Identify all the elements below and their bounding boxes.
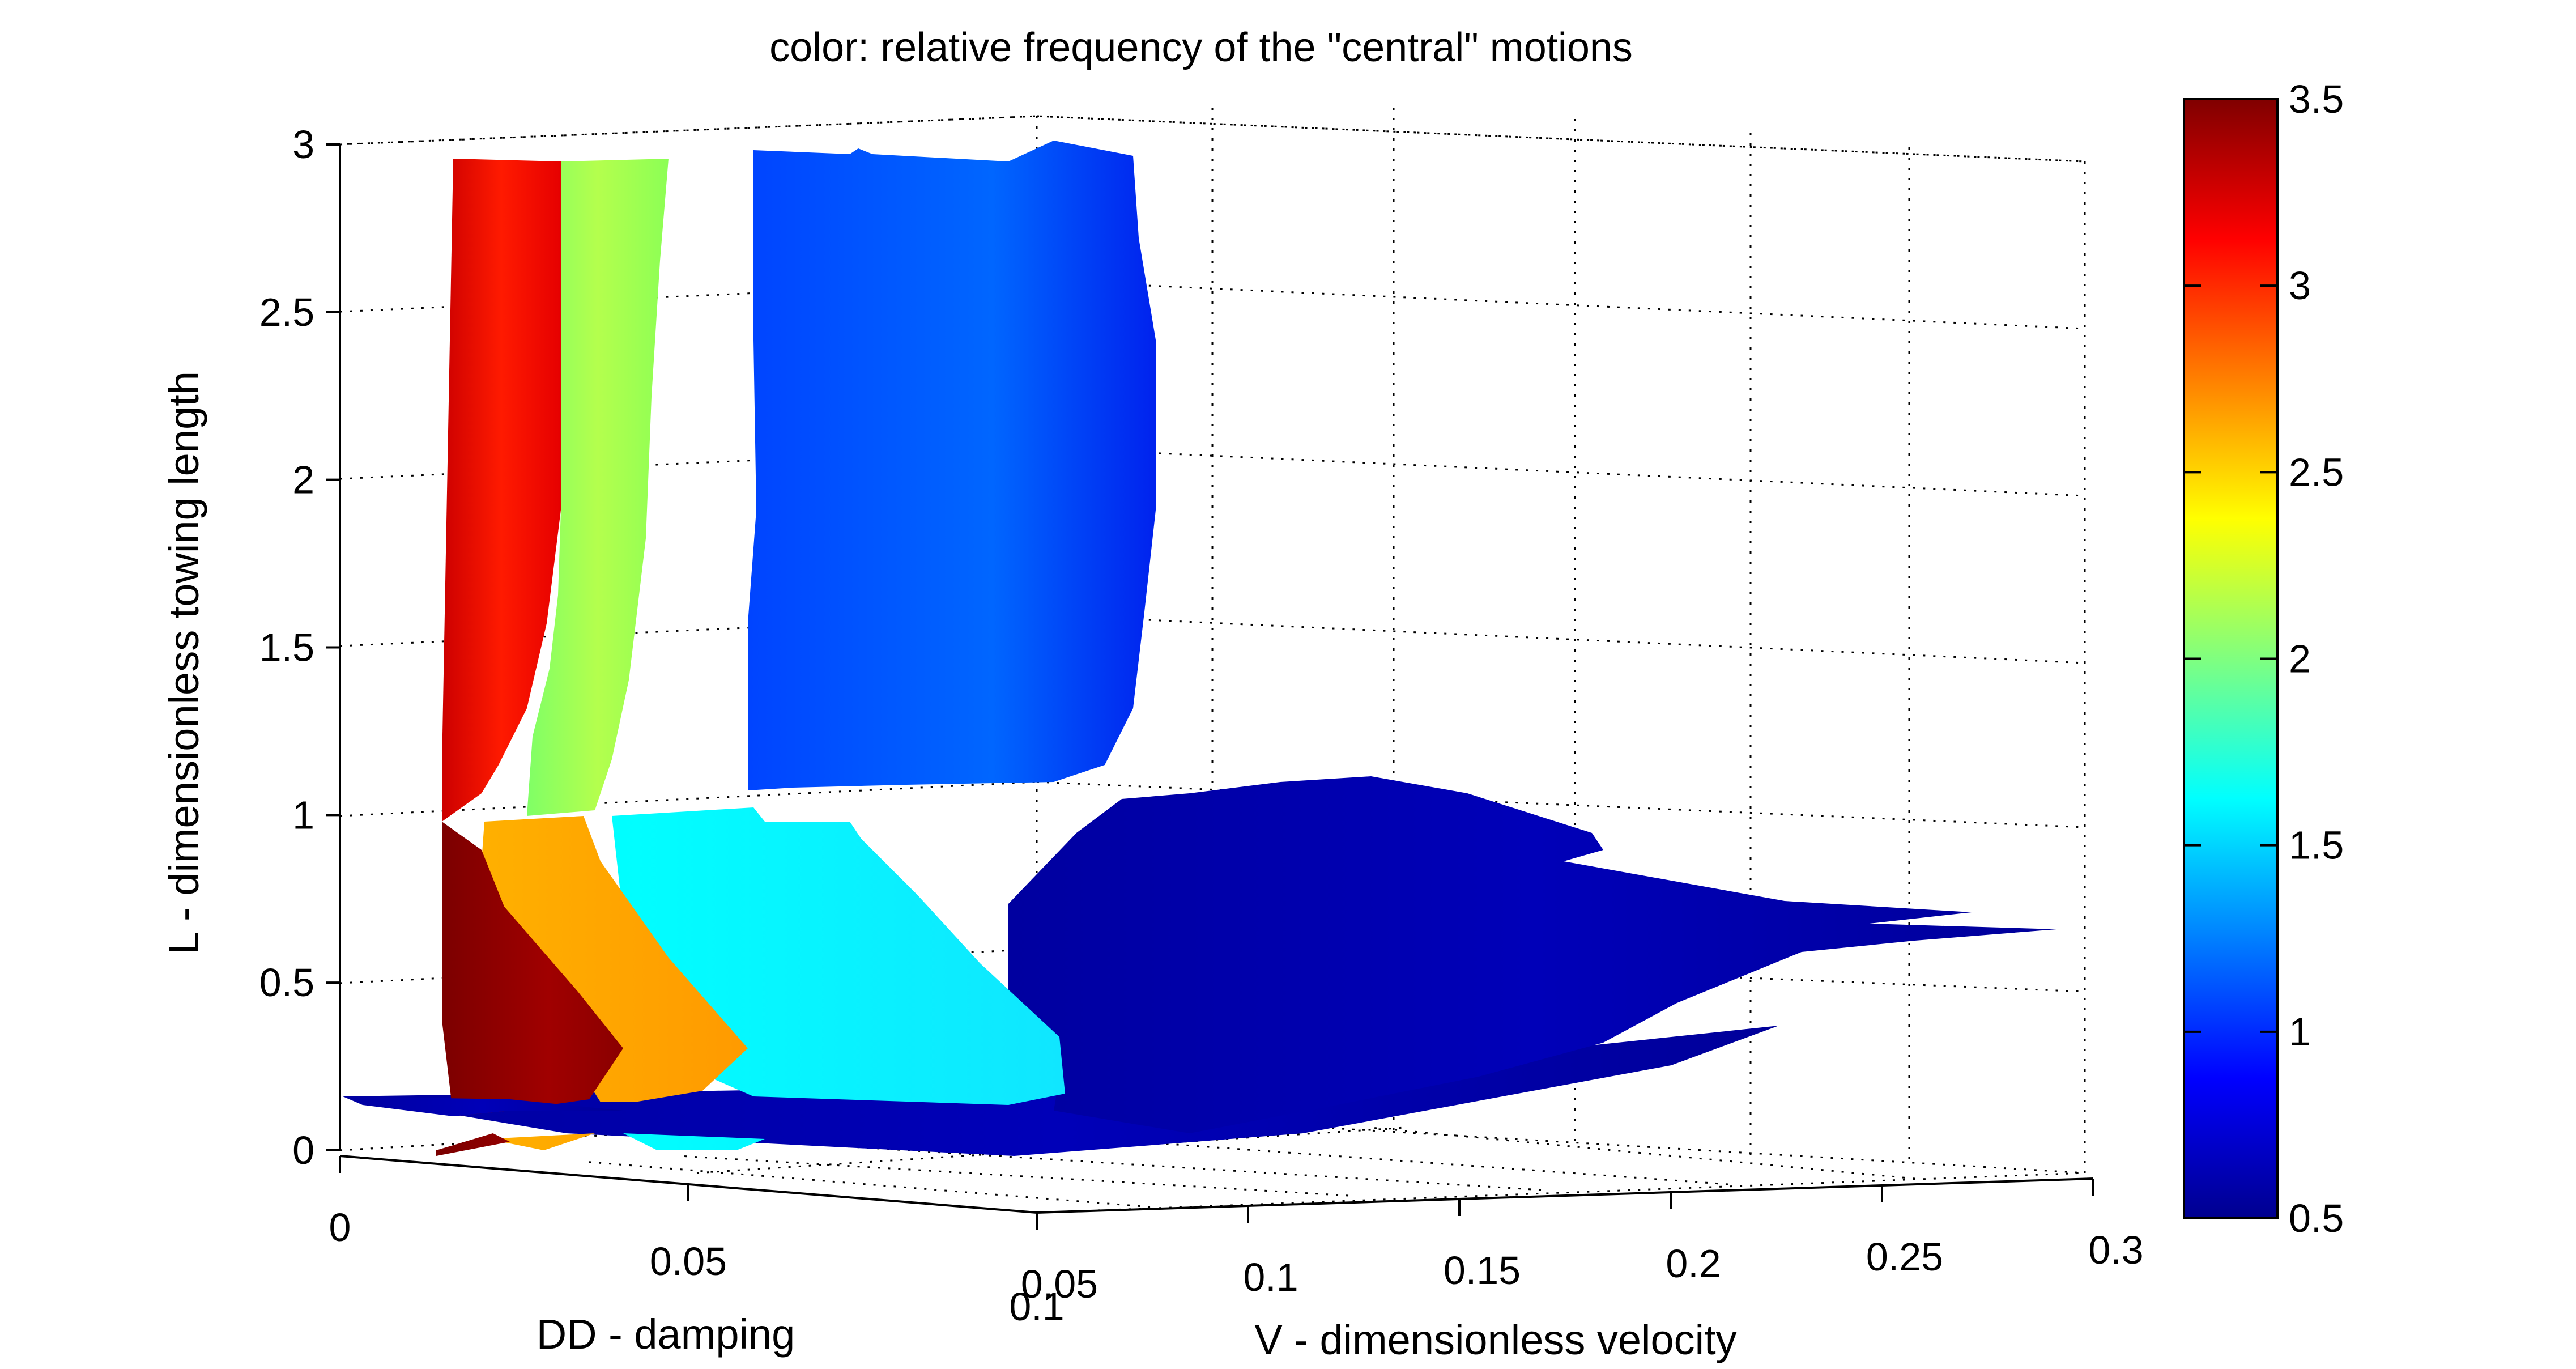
z-tick-label: 0 — [292, 1128, 314, 1172]
z-tick-label: 3 — [292, 122, 314, 167]
colorbar-tick-label: 0.5 — [2289, 1196, 2344, 1240]
surface-blue-sheet — [748, 141, 1156, 790]
chart-title: color: relative frequency of the "centra… — [769, 25, 1633, 70]
y-tick-marks — [1036, 1179, 2094, 1230]
z-axis-label: L - dimensionless towing length — [160, 371, 207, 955]
z-tick-labels: 0 0.5 1 1.5 2 2.5 3 — [259, 122, 314, 1172]
z-tick-marks — [326, 143, 340, 1151]
x-tick-label: 0.1 — [1009, 1285, 1064, 1329]
surface-navy-sheet — [1008, 776, 2056, 1133]
y-axis-label: V - dimensionless velocity — [1254, 1316, 1736, 1363]
y-tick-label: 0.05 — [1021, 1262, 1098, 1306]
colorbar-tick-labels: 0.5 1 1.5 2 2.5 3 3.5 — [2289, 77, 2344, 1240]
y-tick-label: 0.15 — [1444, 1248, 1521, 1293]
surfaces — [343, 141, 2056, 1156]
x-tick-labels: 0 0.05 0.1 — [329, 1205, 1065, 1329]
colorbar-tick-label: 1.5 — [2289, 823, 2344, 868]
y-tick-labels: 0.05 0.1 0.15 0.2 0.25 0.3 — [1021, 1228, 2144, 1306]
z-tick-label: 0.5 — [259, 960, 314, 1005]
surface-red-sheet — [442, 159, 561, 822]
colorbar-ticks — [2184, 98, 2277, 1219]
x-tick-marks — [339, 1156, 1038, 1230]
y-tick-label: 0.3 — [2088, 1228, 2143, 1272]
left-wall-horizontal-grid — [339, 115, 1037, 1151]
colorbar-tick-label: 3.5 — [2289, 77, 2344, 121]
x-axis-label: DD - damping — [537, 1311, 795, 1358]
z-tick-label: 2 — [292, 458, 314, 502]
back-wall-vertical-grid — [1036, 108, 2086, 1173]
z-tick-label: 1 — [292, 793, 314, 837]
y-axis-line — [1036, 1177, 2094, 1214]
x-tick-label: 0 — [329, 1205, 351, 1249]
x-tick-label: 0.05 — [650, 1239, 727, 1283]
surface-orange-sheet — [482, 816, 748, 1150]
surface-green-sheet — [527, 159, 669, 816]
y-tick-label: 0.1 — [1243, 1255, 1298, 1299]
axes: 00.511.522.53 00.050.1 0.05 0.1 0.15 0.2 0.2… — [259, 122, 2144, 1329]
colorbar-tick-label: 1 — [2289, 1010, 2311, 1054]
colorbar: 0.5 1 1.5 2 2.5 3 3.5 — [2183, 77, 2344, 1240]
y-tick-label: 0.2 — [1666, 1242, 1721, 1286]
z-tick-label: 1.5 — [259, 626, 314, 670]
colorbar-tick-label: 2.5 — [2289, 450, 2344, 494]
colorbar-tick-label: 2 — [2289, 637, 2311, 681]
surface-darkred-sheet — [436, 822, 623, 1156]
z-tick-label: 2.5 — [259, 290, 314, 334]
colorbar-tick-label: 3 — [2289, 263, 2311, 308]
y-tick-label: 0.25 — [1866, 1235, 1943, 1279]
surface-floor-navy-sheet-left — [343, 1096, 623, 1116]
